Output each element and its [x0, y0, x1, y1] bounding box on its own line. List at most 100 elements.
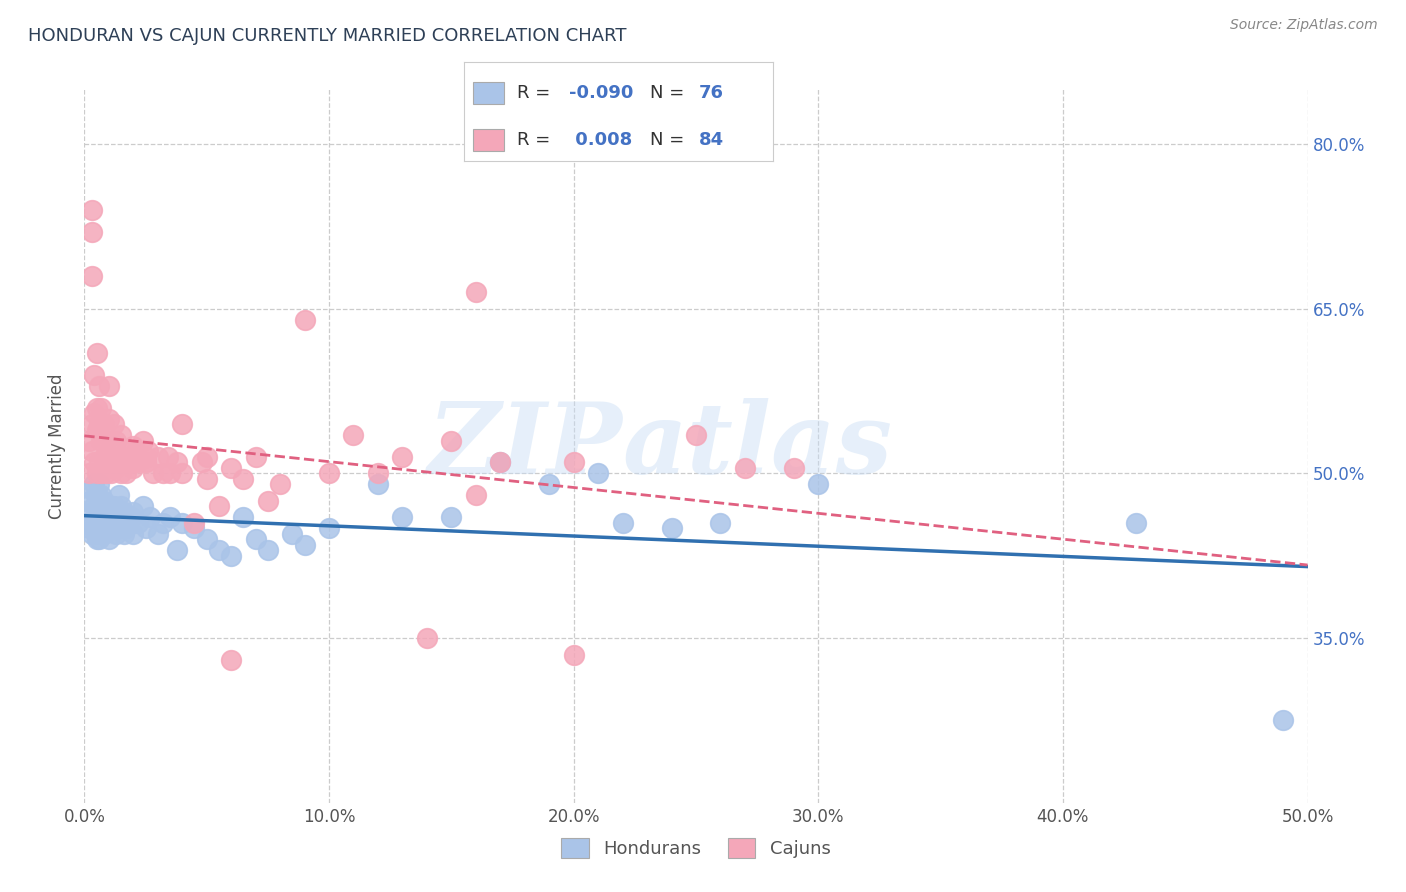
Text: -0.090: -0.090 — [569, 84, 634, 102]
Point — [97, 516, 120, 530]
Text: N =: N = — [650, 131, 689, 149]
Point — [146, 526, 169, 541]
Point — [96, 434, 118, 448]
Point — [661, 521, 683, 535]
Text: 84: 84 — [699, 131, 724, 149]
Point — [562, 648, 585, 662]
Point — [110, 516, 132, 530]
Point — [783, 461, 806, 475]
Point — [807, 477, 830, 491]
Point — [612, 516, 634, 530]
Point — [391, 510, 413, 524]
Point — [152, 516, 174, 530]
Point — [367, 477, 389, 491]
Point — [112, 505, 135, 519]
Point — [90, 505, 112, 519]
Point — [166, 543, 188, 558]
Point — [709, 516, 731, 530]
Text: 76: 76 — [699, 84, 724, 102]
Point — [142, 467, 165, 481]
Point — [100, 505, 122, 519]
Point — [112, 526, 135, 541]
Point — [1125, 516, 1147, 530]
Point — [107, 488, 129, 502]
Point — [86, 345, 108, 359]
Point — [77, 494, 100, 508]
Point — [135, 455, 157, 469]
Point — [183, 521, 205, 535]
Point — [93, 510, 115, 524]
Point — [464, 488, 486, 502]
FancyBboxPatch shape — [474, 82, 505, 103]
Point — [391, 450, 413, 464]
Point — [86, 488, 108, 502]
Point — [83, 500, 105, 514]
Point — [93, 450, 115, 464]
Point — [159, 467, 181, 481]
Point — [120, 510, 142, 524]
Point — [318, 521, 340, 535]
Point — [146, 450, 169, 464]
Point — [86, 401, 108, 415]
Point — [219, 549, 242, 563]
Point — [120, 455, 142, 469]
Point — [100, 434, 122, 448]
Point — [77, 434, 100, 448]
Point — [96, 467, 118, 481]
Point — [105, 510, 128, 524]
Point — [100, 467, 122, 481]
Point — [183, 516, 205, 530]
Text: R =: R = — [516, 131, 555, 149]
Point — [105, 526, 128, 541]
Point — [156, 450, 179, 464]
Point — [139, 510, 162, 524]
Point — [208, 500, 231, 514]
Text: ZIP: ZIP — [427, 398, 623, 494]
Point — [132, 500, 155, 514]
Legend: Hondurans, Cajuns: Hondurans, Cajuns — [554, 830, 838, 865]
Point — [318, 467, 340, 481]
Point — [83, 477, 105, 491]
Point — [152, 467, 174, 481]
Point — [122, 526, 145, 541]
Point — [80, 444, 103, 458]
Text: N =: N = — [650, 84, 689, 102]
Point — [103, 516, 125, 530]
Point — [93, 526, 115, 541]
Point — [93, 417, 115, 431]
Point — [115, 467, 138, 481]
Point — [80, 526, 103, 541]
FancyBboxPatch shape — [474, 129, 505, 151]
Point — [103, 500, 125, 514]
Point — [90, 467, 112, 481]
Point — [172, 417, 194, 431]
Point — [127, 455, 149, 469]
Point — [86, 423, 108, 437]
Point — [77, 467, 100, 481]
Point — [97, 378, 120, 392]
Point — [96, 521, 118, 535]
Point — [219, 461, 242, 475]
Point — [80, 268, 103, 283]
Point — [586, 467, 609, 481]
Point — [97, 450, 120, 464]
Point — [80, 417, 103, 431]
Point — [489, 455, 512, 469]
Point — [132, 434, 155, 448]
Point — [87, 477, 110, 491]
Text: HONDURAN VS CAJUN CURRENTLY MARRIED CORRELATION CHART: HONDURAN VS CAJUN CURRENTLY MARRIED CORR… — [28, 27, 627, 45]
Point — [195, 533, 218, 547]
Point — [86, 533, 108, 547]
Point — [117, 444, 139, 458]
Point — [195, 450, 218, 464]
Point — [97, 533, 120, 547]
Point — [464, 285, 486, 300]
Point — [122, 461, 145, 475]
Point — [440, 434, 463, 448]
Point — [685, 428, 707, 442]
Point — [80, 483, 103, 497]
Point — [90, 434, 112, 448]
Point — [257, 494, 280, 508]
Point — [110, 467, 132, 481]
Point — [97, 500, 120, 514]
